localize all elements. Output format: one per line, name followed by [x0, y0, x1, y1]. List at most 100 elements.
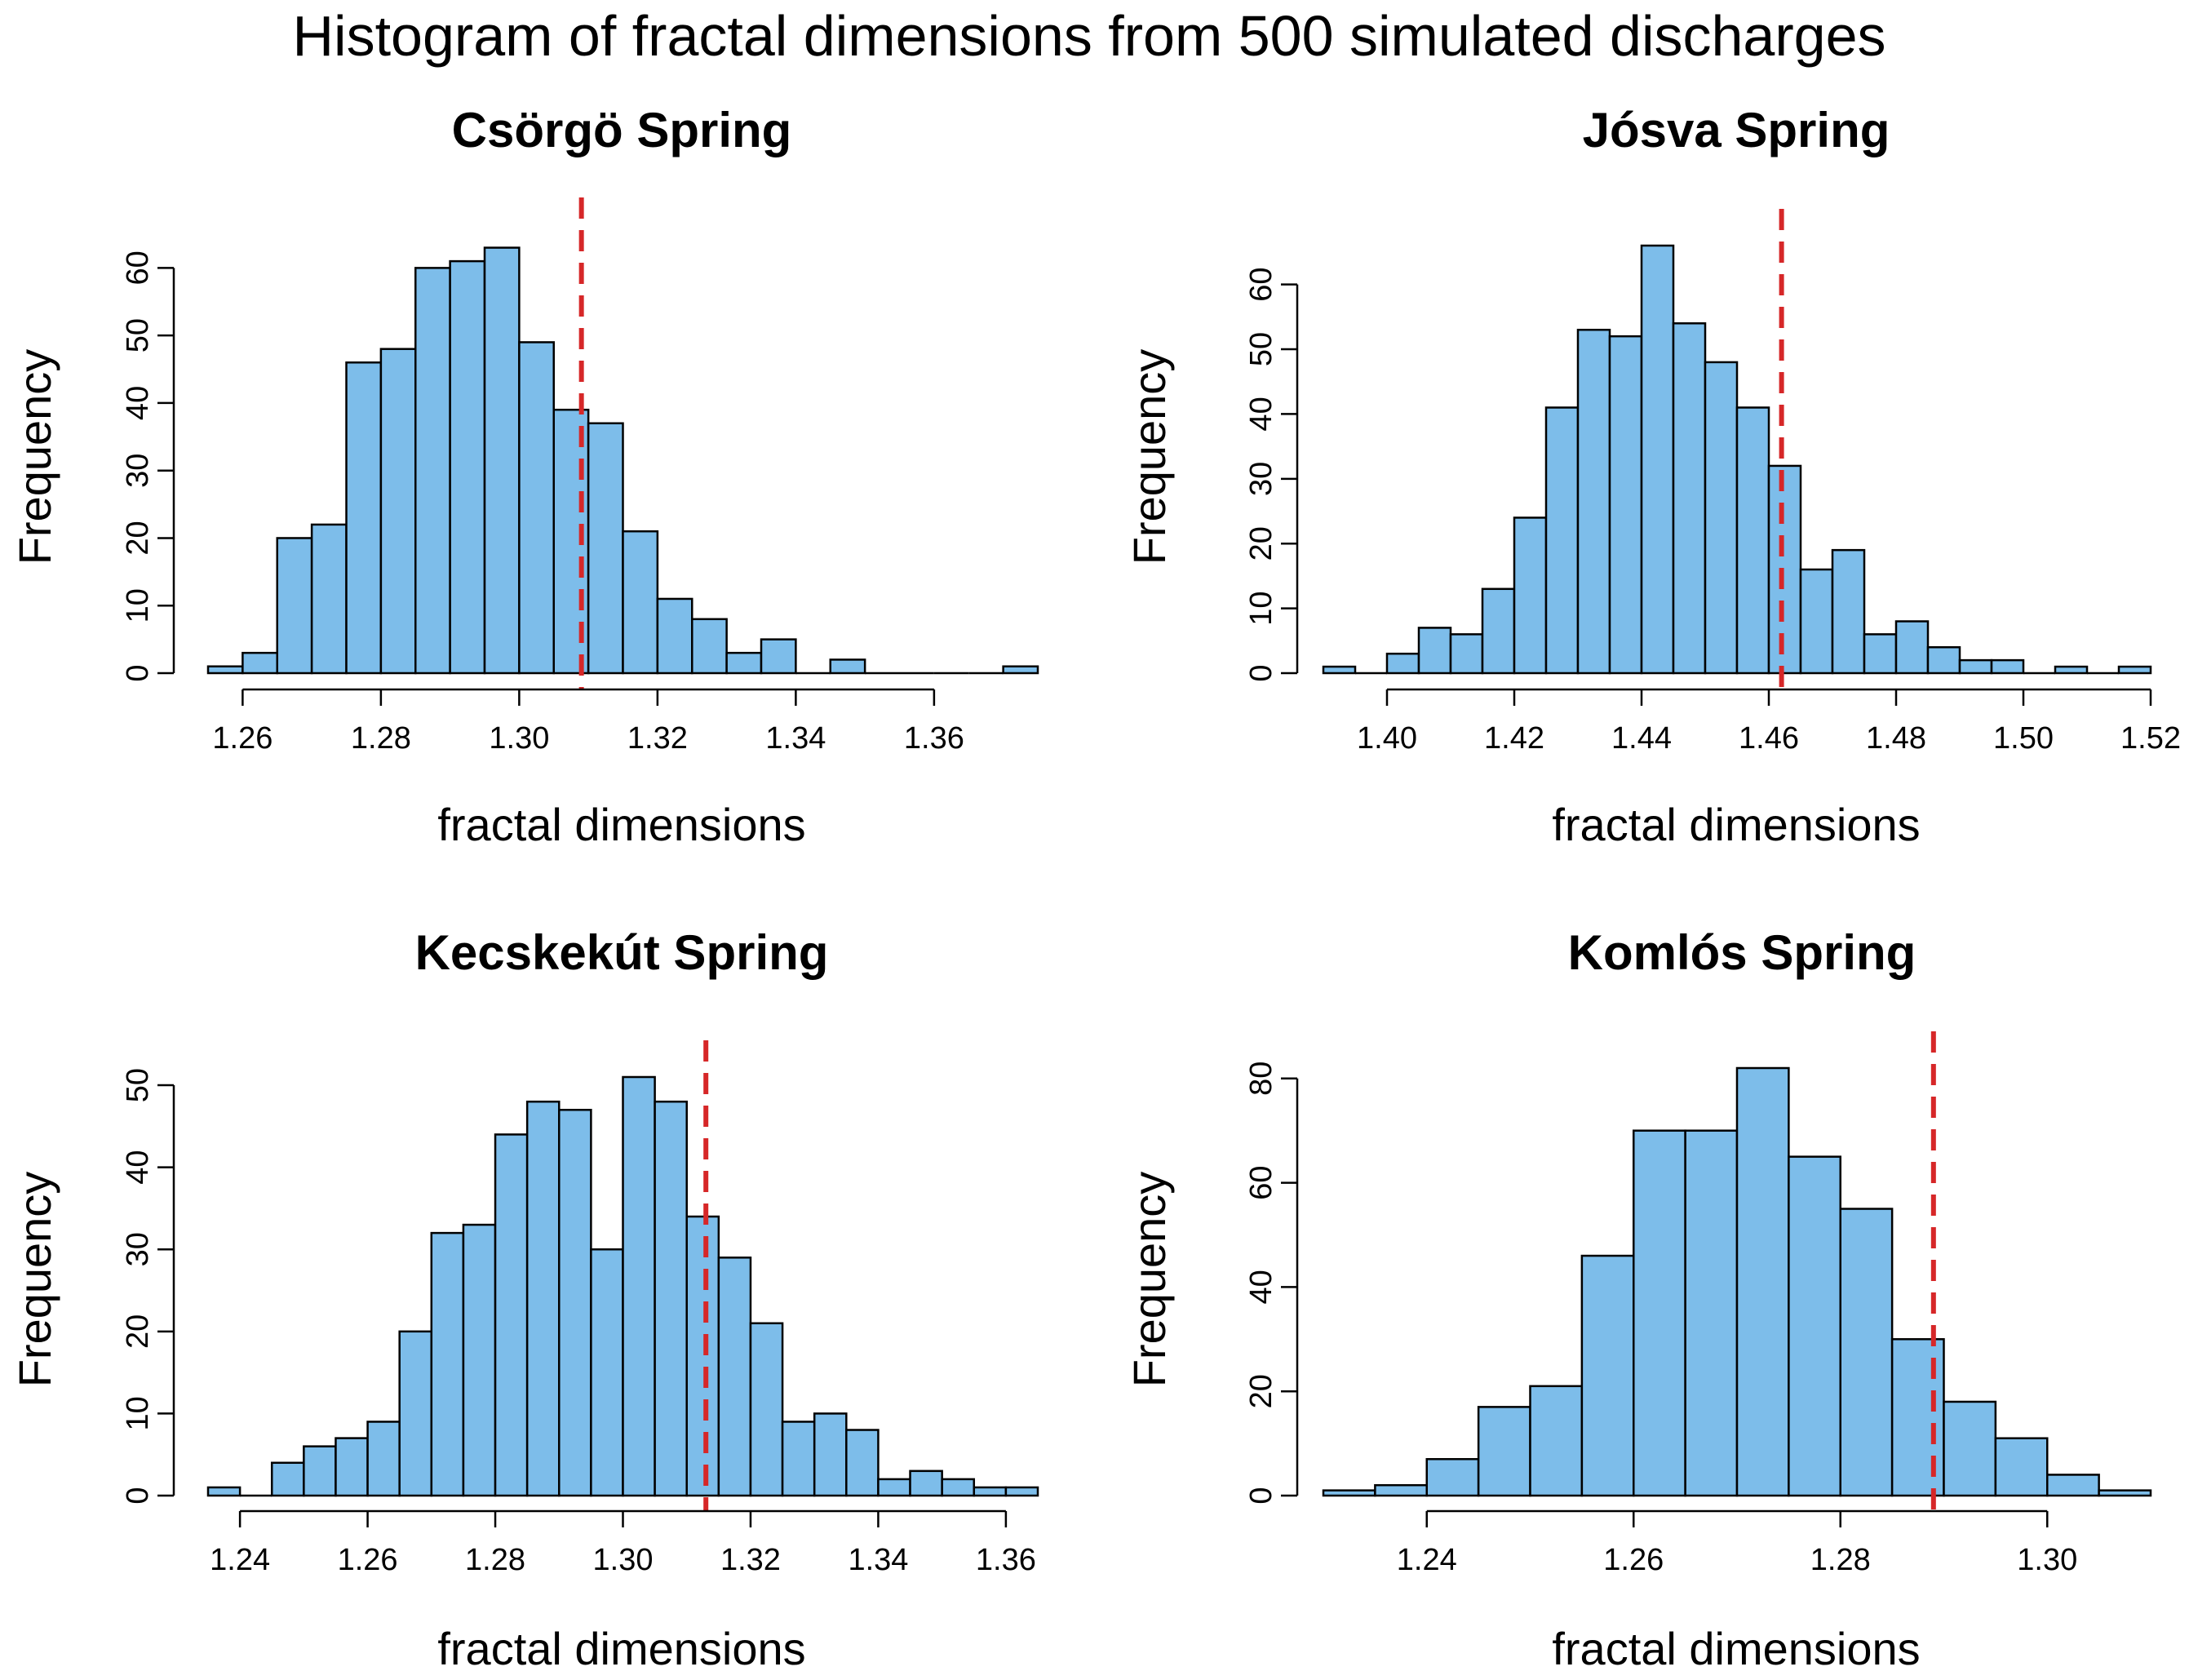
x-tick-label: 1.24 [210, 1543, 270, 1577]
histogram-bar [973, 1486, 1008, 1497]
x-tick-label: 1.28 [1810, 1543, 1871, 1577]
histogram-bar [590, 1248, 624, 1497]
histogram-bar [656, 597, 693, 675]
histogram-bar [829, 658, 866, 675]
histogram-bar [781, 1421, 816, 1497]
y-tick-label: 10 [121, 588, 155, 623]
x-tick-label: 1.40 [1357, 721, 1417, 756]
histogram-bar [449, 259, 486, 675]
histogram-bar [1788, 1155, 1841, 1497]
y-tick-label: 20 [1244, 1374, 1278, 1408]
y-tick-label: 0 [121, 664, 155, 681]
y-tick-label: 40 [1244, 1270, 1278, 1304]
x-tick-label: 1.34 [848, 1543, 908, 1577]
histogram-bar [1608, 335, 1643, 675]
histogram-bar [909, 1469, 943, 1497]
histogram-bar [1449, 633, 1484, 675]
histogram-bar [1385, 652, 1420, 675]
histogram-bar [1322, 1489, 1376, 1497]
histogram-bar [1799, 568, 1834, 675]
x-tick-label: 1.44 [1611, 721, 1672, 756]
histogram-bar [691, 618, 728, 675]
histogram-bar [845, 1429, 880, 1497]
y-tick-label: 80 [1244, 1062, 1278, 1096]
x-tick-label: 1.26 [338, 1543, 398, 1577]
panel-title: Kecskekút Spring [415, 925, 829, 980]
panel-josva-spring: Jósva Spring fractal dimensions Frequenc… [1123, 103, 2181, 850]
histogram-bar [1926, 645, 1961, 675]
x-tick-label: 1.28 [465, 1543, 525, 1577]
y-tick-label: 20 [121, 521, 155, 555]
histogram-bar [1322, 665, 1357, 675]
histogram-bar [494, 1133, 529, 1497]
histogram-bar [1943, 1400, 1997, 1497]
histogram-bar [1529, 1385, 1584, 1497]
y-tick-label: 50 [121, 1068, 155, 1102]
figure-title: Histogram of fractal dimensions from 500… [292, 4, 1885, 68]
histogram-bar [1513, 516, 1548, 675]
histogram-bar [2046, 1474, 2100, 1497]
y-tick-label: 50 [121, 318, 155, 352]
histogram-bar [1002, 665, 1039, 675]
x-tick-label: 1.24 [1397, 1543, 1457, 1577]
y-tick-label: 40 [1244, 397, 1278, 431]
histogram-bar [749, 1322, 784, 1497]
panel-title: Komlós Spring [1568, 925, 1916, 980]
histogram-bar [462, 1223, 497, 1497]
histogram-bar [335, 1437, 369, 1497]
y-tick-label: 20 [1244, 526, 1278, 561]
histogram-bar [414, 267, 451, 675]
x-tick-label: 1.48 [1866, 721, 1926, 756]
histogram-bar [398, 1330, 433, 1497]
histogram-bar [1374, 1483, 1428, 1497]
panel-title: Jósva Spring [1583, 103, 1890, 157]
y-tick-label: 10 [121, 1396, 155, 1430]
histogram-bar [303, 1445, 337, 1497]
histogram-bar [717, 1257, 752, 1497]
panel-title: Csörgö Spring [452, 103, 792, 157]
x-tick-label: 1.30 [593, 1543, 654, 1577]
y-tick-label: 30 [1244, 462, 1278, 496]
panel-kecskekut-spring: Kecskekút Spring fractal dimensions Freq… [9, 925, 1039, 1674]
x-tick-label: 1.32 [627, 721, 688, 756]
histogram-bar [1863, 633, 1898, 675]
histogram-bar [430, 1231, 465, 1497]
y-tick-label: 40 [121, 1150, 155, 1185]
histogram-bar [685, 1215, 720, 1497]
histogram-bar [2117, 665, 2152, 675]
x-tick-label: 1.28 [351, 721, 411, 756]
histogram-bar [2098, 1489, 2152, 1497]
histogram-bar [206, 1486, 241, 1497]
histogram-bar [1894, 620, 1930, 675]
y-axis-label: Frequency [9, 1172, 60, 1388]
histogram-bar [1425, 1458, 1480, 1497]
histogram-bar [877, 1478, 911, 1497]
histogram-bar [587, 422, 624, 675]
histogram-bar [1735, 406, 1770, 675]
y-tick-label: 0 [1244, 664, 1278, 681]
x-tick-label: 1.36 [976, 1543, 1036, 1577]
histogram-bar [1704, 361, 1739, 675]
x-tick-label: 1.50 [1993, 721, 2054, 756]
x-tick-label: 1.52 [2120, 721, 2181, 756]
histogram-bar [1839, 1208, 1894, 1497]
x-tick-label: 1.36 [904, 721, 964, 756]
histogram-bar [379, 348, 417, 675]
histogram-bar [525, 1100, 561, 1497]
histogram-bar [1580, 1254, 1635, 1497]
histogram-bar [1672, 322, 1707, 675]
y-tick-label: 60 [1244, 267, 1278, 301]
histogram-bar [1477, 1406, 1531, 1497]
y-tick-label: 10 [1244, 591, 1278, 625]
histogram-bar [1417, 627, 1452, 675]
histogram-bar [622, 1075, 656, 1497]
histogram-bar [1767, 464, 1802, 675]
histogram-bar [622, 530, 659, 675]
histogram-bar [206, 665, 244, 675]
x-tick-label: 1.42 [1484, 721, 1544, 756]
histogram-bar [276, 537, 313, 675]
x-tick-label: 1.26 [212, 721, 273, 756]
histogram-bar [1576, 328, 1611, 675]
y-tick-label: 50 [1244, 332, 1278, 366]
